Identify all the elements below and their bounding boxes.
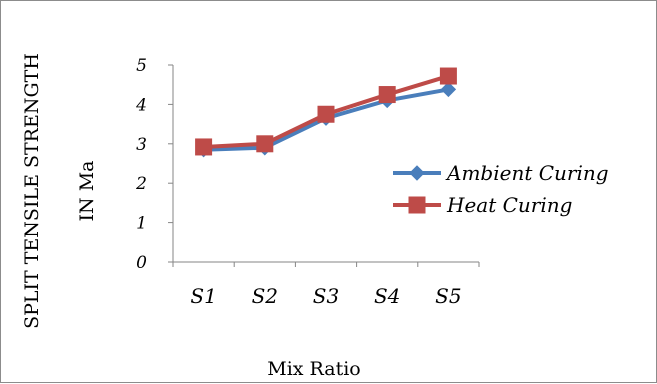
legend: Ambient Curing Heat Curing bbox=[393, 161, 609, 217]
legend-swatch-marker bbox=[409, 165, 425, 181]
x-tick-label: S5 bbox=[435, 284, 461, 308]
series-2 bbox=[195, 67, 457, 156]
data-point bbox=[378, 86, 396, 104]
legend-swatch-marker bbox=[408, 196, 426, 214]
data-point bbox=[440, 81, 457, 98]
data-point bbox=[439, 67, 457, 85]
y-tick-label: 3 bbox=[136, 135, 147, 155]
y-axis-title: SPLIT TENSILE STRENGTH IN Ma bbox=[21, 53, 98, 329]
x-axis-title: Mix Ratio bbox=[267, 358, 361, 380]
series-lines bbox=[195, 67, 457, 158]
y-tick-label: 1 bbox=[136, 214, 147, 234]
x-tick-label: S2 bbox=[252, 284, 278, 308]
y-axis-title-line2: IN Ma bbox=[76, 161, 98, 222]
legend-item: Heat Curing bbox=[393, 193, 572, 217]
data-point bbox=[256, 135, 274, 153]
x-tick-labels: S1 S2 S3 S4 S5 bbox=[190, 284, 461, 308]
x-tick-label: S4 bbox=[374, 284, 400, 308]
legend-label: Ambient Curing bbox=[445, 161, 609, 185]
data-point bbox=[317, 105, 335, 123]
y-tick-label: 2 bbox=[135, 174, 147, 194]
y-tick-label: 0 bbox=[136, 253, 147, 273]
legend-item: Ambient Curing bbox=[393, 161, 609, 185]
y-axis-title-line1: SPLIT TENSILE STRENGTH bbox=[21, 53, 43, 329]
y-tick-label: 4 bbox=[135, 95, 147, 115]
y-tick-label: 5 bbox=[136, 56, 147, 76]
data-point bbox=[195, 138, 213, 156]
axes bbox=[168, 64, 480, 267]
y-tick-labels: 0 1 2 3 4 5 bbox=[135, 56, 147, 273]
legend-label: Heat Curing bbox=[446, 193, 572, 217]
x-tick-label: S1 bbox=[190, 284, 216, 308]
x-tick-label: S3 bbox=[313, 284, 339, 308]
